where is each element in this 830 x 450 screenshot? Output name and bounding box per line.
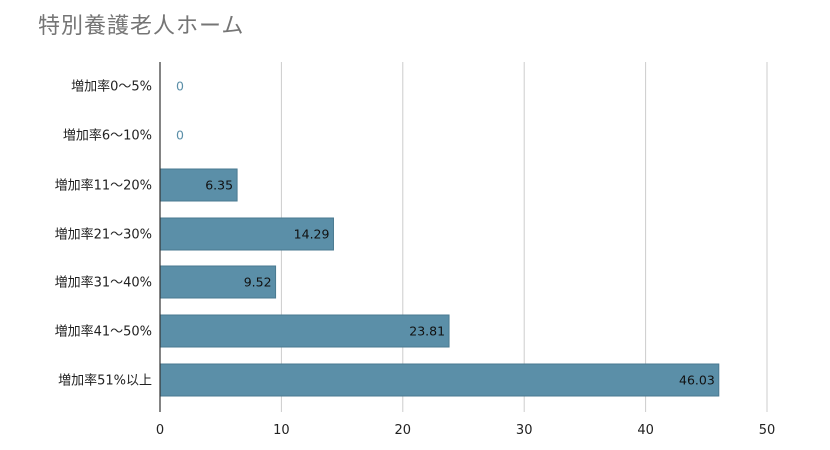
category-label: 増加率6～10%	[63, 128, 152, 144]
bars	[159, 168, 720, 397]
data-label: 6.35	[205, 178, 233, 193]
category-label: 増加率31～40%	[55, 275, 152, 291]
bar	[159, 314, 450, 348]
category-label: 増加率0～5%	[71, 79, 152, 95]
data-label: 0	[176, 128, 184, 143]
data-label: 0	[176, 79, 184, 94]
x-tick-label: 10	[273, 423, 290, 438]
x-tick-label: 0	[156, 423, 164, 438]
x-tick-label: 50	[759, 423, 776, 438]
category-label: 増加率21～30%	[55, 227, 152, 243]
labels: 0 10 20 30 40 50 0 増加率0～5% 0 増加率6～10% 6.35 増加率11～20…	[55, 79, 776, 439]
data-label: 9.52	[244, 275, 272, 290]
category-label: 増加率11～20%	[55, 178, 152, 194]
category-label: 増加率41～50%	[55, 324, 152, 340]
category-label: 増加率51%以上	[58, 373, 152, 389]
x-tick-label: 30	[516, 423, 533, 438]
data-label: 23.81	[409, 324, 445, 339]
bar	[159, 217, 334, 251]
bar	[159, 363, 720, 397]
data-label: 46.03	[679, 373, 715, 388]
x-tick-label: 20	[395, 423, 412, 438]
data-label: 14.29	[294, 227, 330, 242]
bar	[159, 265, 277, 299]
x-tick-label: 40	[637, 423, 654, 438]
chart-title: 特別養護老人ホーム	[38, 14, 245, 39]
gridlines	[280, 62, 768, 412]
